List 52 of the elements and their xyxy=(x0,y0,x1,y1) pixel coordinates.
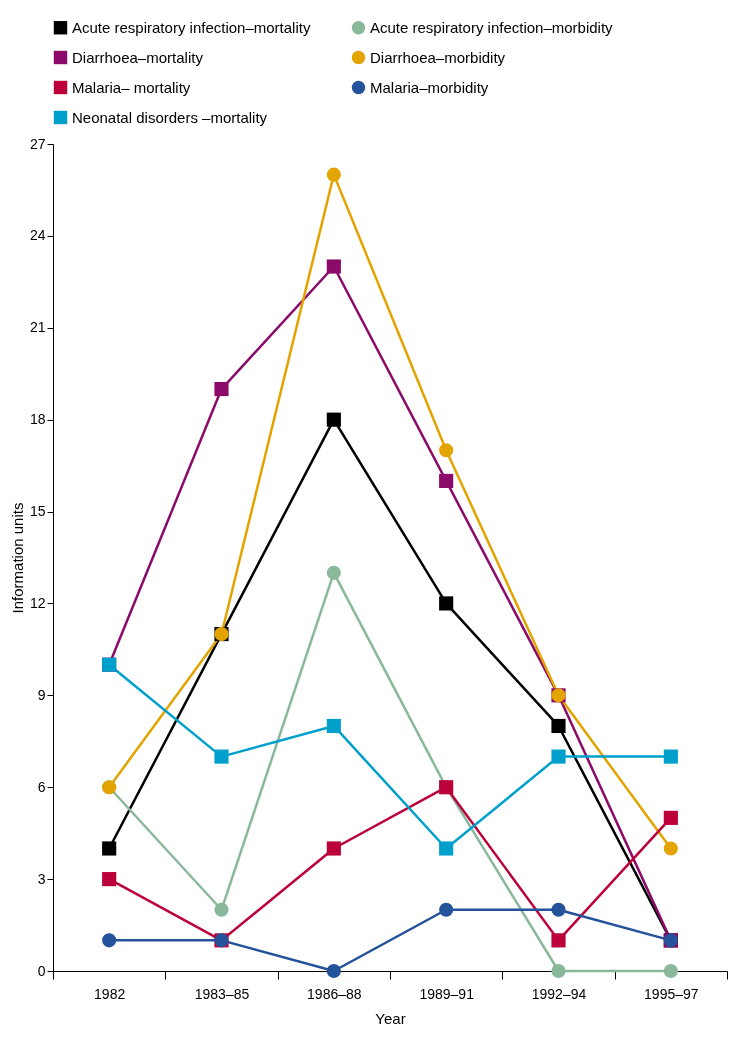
legend-label: Diarrhoea–morbidity xyxy=(370,48,506,66)
point xyxy=(326,963,341,979)
y-axis-title: Information units xyxy=(8,502,26,614)
point xyxy=(551,749,566,764)
point xyxy=(214,749,229,764)
point xyxy=(439,902,454,917)
y-tick-label: 0 xyxy=(37,962,46,979)
point xyxy=(326,259,341,274)
point xyxy=(326,565,341,580)
y-tick-label: 24 xyxy=(29,227,46,244)
point xyxy=(326,412,341,427)
point xyxy=(102,933,117,948)
y-tick-label: 27 xyxy=(29,135,46,152)
point xyxy=(663,963,678,979)
x-tick-label: 1986–88 xyxy=(307,985,362,1002)
point xyxy=(551,718,566,734)
point xyxy=(102,872,117,887)
y-tick-label: 3 xyxy=(37,870,46,887)
y-tick-label: 15 xyxy=(29,503,46,520)
y-tick-label: 18 xyxy=(29,411,46,428)
point xyxy=(663,841,678,856)
point xyxy=(214,381,229,397)
point xyxy=(439,841,454,856)
legend-label: Acute respiratory infection–mortality xyxy=(72,18,311,36)
point xyxy=(663,810,678,825)
legend-label: Acute respiratory infection–morbidity xyxy=(370,18,614,36)
point xyxy=(326,718,341,734)
point xyxy=(663,749,678,764)
legend-label: Malaria– mortality xyxy=(72,78,191,96)
x-tick-label: 1995–97 xyxy=(644,985,699,1002)
point xyxy=(102,841,117,856)
y-tick-label: 21 xyxy=(29,319,46,336)
x-axis-title: Year xyxy=(375,1009,406,1027)
legend-label: Neonatal disorders –mortality xyxy=(72,108,268,126)
legend-label: Diarrhoea–mortality xyxy=(72,48,204,66)
y-tick-label: 12 xyxy=(29,594,46,611)
x-tick-label: 1989–91 xyxy=(419,985,475,1002)
legend-label: Malaria–morbidity xyxy=(370,78,489,96)
point xyxy=(551,933,566,948)
point xyxy=(551,902,566,917)
point xyxy=(326,167,341,182)
point xyxy=(439,596,454,611)
point xyxy=(326,841,341,856)
point xyxy=(551,963,566,979)
y-tick-label: 6 xyxy=(37,778,46,795)
x-tick-label: 1982 xyxy=(94,985,126,1002)
point xyxy=(214,902,229,917)
x-tick-label: 1983–85 xyxy=(194,985,250,1002)
point xyxy=(439,443,454,458)
point xyxy=(439,473,454,488)
y-tick-label: 9 xyxy=(37,686,46,703)
x-tick-label: 1992–94 xyxy=(531,985,587,1002)
